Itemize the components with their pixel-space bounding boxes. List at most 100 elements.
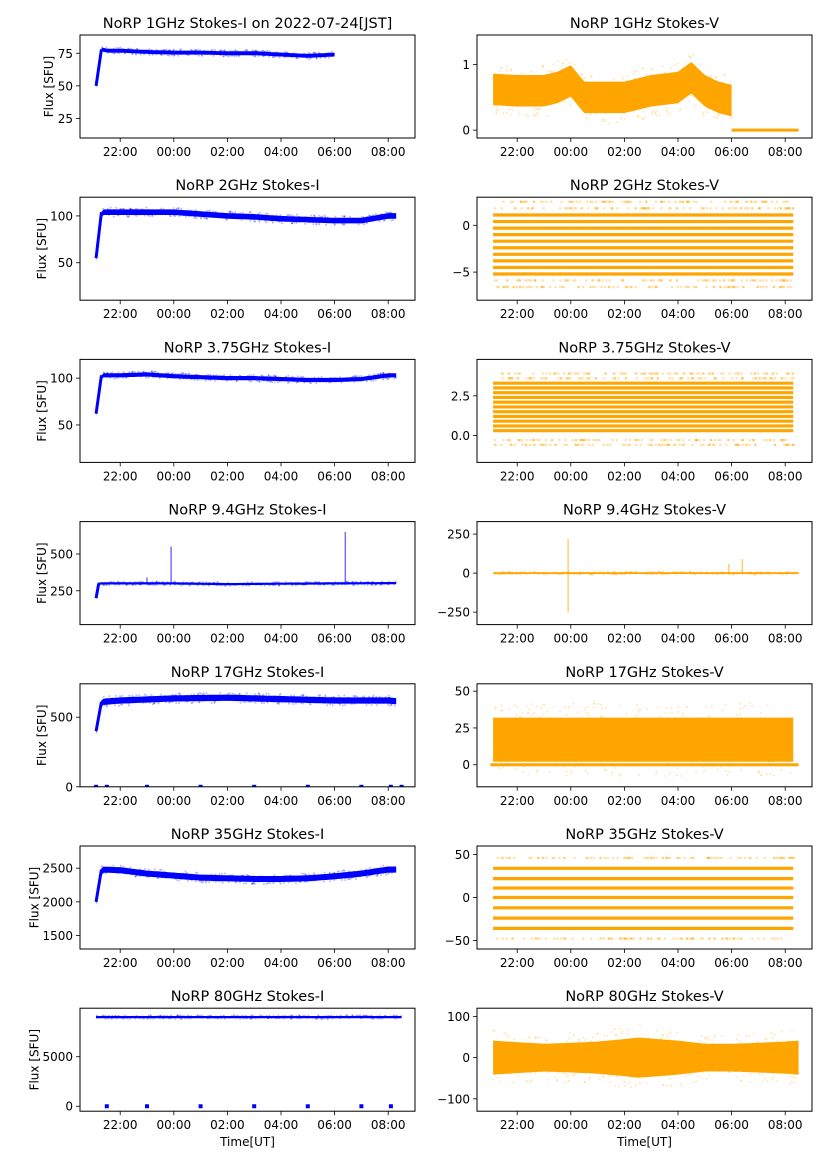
- data-point: [182, 1016, 185, 1019]
- data-point: [375, 696, 377, 698]
- data-point: [253, 218, 255, 221]
- data-point: [299, 379, 301, 381]
- data-point: [561, 62, 563, 64]
- data-point: [299, 378, 301, 381]
- data-point: [310, 382, 312, 384]
- data-point: [221, 872, 223, 875]
- data-point: [390, 704, 393, 706]
- data-point: [155, 583, 158, 586]
- data-point: [716, 571, 718, 573]
- data-point: [610, 937, 613, 940]
- data-point: [288, 381, 290, 384]
- data-point: [589, 74, 592, 77]
- data-point: [512, 285, 516, 289]
- data-point: [217, 581, 219, 584]
- data-point: [565, 443, 569, 446]
- data-point: [333, 223, 336, 225]
- data-point: [536, 114, 539, 117]
- data-point: [340, 583, 343, 586]
- data-point: [142, 1017, 144, 1020]
- data-point: [350, 698, 353, 700]
- data-point: [668, 207, 671, 210]
- data-point: [186, 211, 189, 213]
- data-point: [689, 56, 692, 58]
- data-point: [759, 570, 762, 573]
- x-tick-label: 02:00: [210, 469, 245, 483]
- data-point: [256, 696, 259, 699]
- data-point: [101, 50, 104, 53]
- data-point: [155, 699, 158, 702]
- data-point: [190, 1017, 193, 1020]
- data-point: [291, 222, 294, 224]
- data-point: [169, 1016, 172, 1019]
- data-point: [334, 224, 336, 226]
- data-point: [205, 217, 207, 219]
- data-point: [628, 106, 630, 109]
- data-point: [266, 49, 269, 52]
- data-point: [258, 380, 261, 383]
- data-point: [298, 378, 300, 381]
- data-point: [676, 757, 679, 760]
- data-point: [565, 714, 568, 716]
- data-point: [124, 1014, 127, 1017]
- data-point: [163, 53, 166, 55]
- data-point: [328, 871, 331, 874]
- data-point: [645, 573, 648, 575]
- data-point: [177, 581, 180, 584]
- data-point: [260, 700, 262, 703]
- x-tick-label: 02:00: [210, 794, 245, 808]
- data-point: [389, 211, 392, 214]
- data-point: [585, 439, 588, 442]
- data-point: [587, 207, 590, 210]
- data-point: [287, 696, 289, 699]
- data-point: [568, 1079, 571, 1082]
- data-point: [184, 870, 187, 873]
- x-tick-label: 22:00: [103, 794, 138, 808]
- data-point: [155, 580, 158, 583]
- data-point: [284, 220, 287, 222]
- data-point: [590, 573, 593, 576]
- data-point: [323, 699, 325, 702]
- data-point: [699, 571, 702, 573]
- data-point: [359, 581, 362, 583]
- data-point: [171, 693, 174, 696]
- data-point: [218, 873, 221, 876]
- data-point: [500, 856, 503, 860]
- data-point: [517, 279, 520, 282]
- data-point: [371, 584, 374, 586]
- data-point: [112, 864, 115, 867]
- data-point: [199, 52, 202, 55]
- data-point: [573, 571, 576, 574]
- data-point: [518, 114, 521, 116]
- data-point: [147, 1018, 149, 1020]
- data-point: [750, 372, 753, 375]
- data-point: [260, 215, 263, 218]
- data-point: [161, 50, 164, 53]
- data-point: [271, 583, 274, 586]
- data-point: [324, 694, 327, 697]
- data-point: [160, 207, 162, 210]
- data-point: [98, 582, 100, 585]
- data-point: [216, 695, 218, 698]
- data-point: [705, 279, 708, 282]
- data-point: [235, 881, 237, 884]
- data-point: [370, 869, 373, 872]
- data-point: [581, 571, 584, 574]
- data-point: [313, 220, 315, 222]
- data-point: [588, 377, 591, 380]
- data-point: [781, 439, 784, 442]
- data-point: [573, 571, 575, 574]
- data-point: [363, 583, 366, 586]
- data-point: [122, 377, 124, 379]
- data-point: [134, 214, 136, 217]
- data-point: [290, 694, 292, 697]
- x-tick-label: 06:00: [714, 794, 749, 808]
- data-point: [368, 374, 370, 376]
- data-point: [682, 200, 685, 203]
- data-point: [578, 573, 581, 576]
- data-point: [128, 701, 130, 703]
- data-point: [596, 572, 599, 575]
- data-point: [309, 879, 312, 881]
- data-point: [711, 77, 713, 80]
- data-point: [229, 584, 231, 587]
